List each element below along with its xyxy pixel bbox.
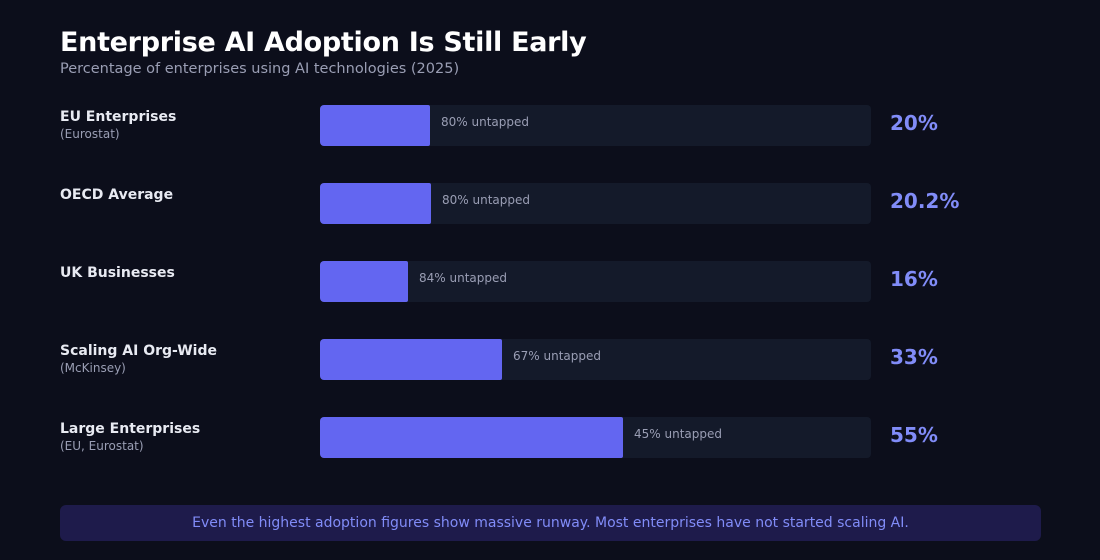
bar	[320, 339, 502, 380]
category-label: OECD Average	[60, 187, 174, 203]
value-label: 33%	[890, 345, 938, 369]
untapped-label: 67% untapped	[513, 349, 601, 363]
row-label: Large Enterprises (EU, Eurostat)	[60, 421, 310, 453]
untapped-label: 84% untapped	[419, 271, 507, 285]
source-label: (EU, Eurostat)	[60, 439, 144, 453]
chart-title: Enterprise AI Adoption Is Still Early	[60, 27, 587, 58]
callout-text: Even the highest adoption figures show m…	[192, 515, 909, 531]
bar	[320, 105, 430, 146]
value-label: 16%	[890, 267, 938, 291]
category-label: Scaling AI Org-Wide	[60, 343, 217, 359]
row-label: OECD Average	[60, 187, 310, 203]
bar-row: Large Enterprises (EU, Eurostat) 45% untap…	[0, 417, 1100, 458]
untapped-label: 80% untapped	[441, 115, 529, 129]
callout-banner: Even the highest adoption figures show m…	[60, 505, 1041, 541]
chart-subtitle: Percentage of enterprises using AI techn…	[60, 61, 460, 77]
source-label: (Eurostat)	[60, 127, 120, 141]
category-label: UK Businesses	[60, 265, 175, 281]
row-label: Scaling AI Org-Wide (McKinsey)	[60, 343, 310, 375]
row-label: UK Businesses	[60, 265, 310, 281]
bar	[320, 261, 408, 302]
bar-track: 67% untapped	[320, 339, 871, 380]
value-label: 55%	[890, 423, 938, 447]
bar-row: EU Enterprises (Eurostat) 80% untapped 20%	[0, 105, 1100, 146]
bar-track: 80% untapped	[320, 105, 871, 146]
bar	[320, 417, 623, 458]
bar-track: 45% untapped	[320, 417, 871, 458]
value-label: 20.2%	[890, 189, 960, 213]
untapped-label: 45% untapped	[634, 427, 722, 441]
value-label: 20%	[890, 111, 938, 135]
row-label: EU Enterprises (Eurostat)	[60, 109, 310, 141]
untapped-label: 80% untapped	[442, 193, 530, 207]
source-label: (McKinsey)	[60, 361, 126, 375]
category-label: Large Enterprises	[60, 421, 201, 437]
category-label: EU Enterprises	[60, 109, 177, 125]
bar-row: Scaling AI Org-Wide (McKinsey) 67% untappe…	[0, 339, 1100, 380]
bar-track: 80% untapped	[320, 183, 871, 224]
bar	[320, 183, 431, 224]
bar-track: 84% untapped	[320, 261, 871, 302]
bar-row: OECD Average 80% untapped 20.2%	[0, 183, 1100, 224]
bar-row: UK Businesses 84% untapped 16%	[0, 261, 1100, 302]
